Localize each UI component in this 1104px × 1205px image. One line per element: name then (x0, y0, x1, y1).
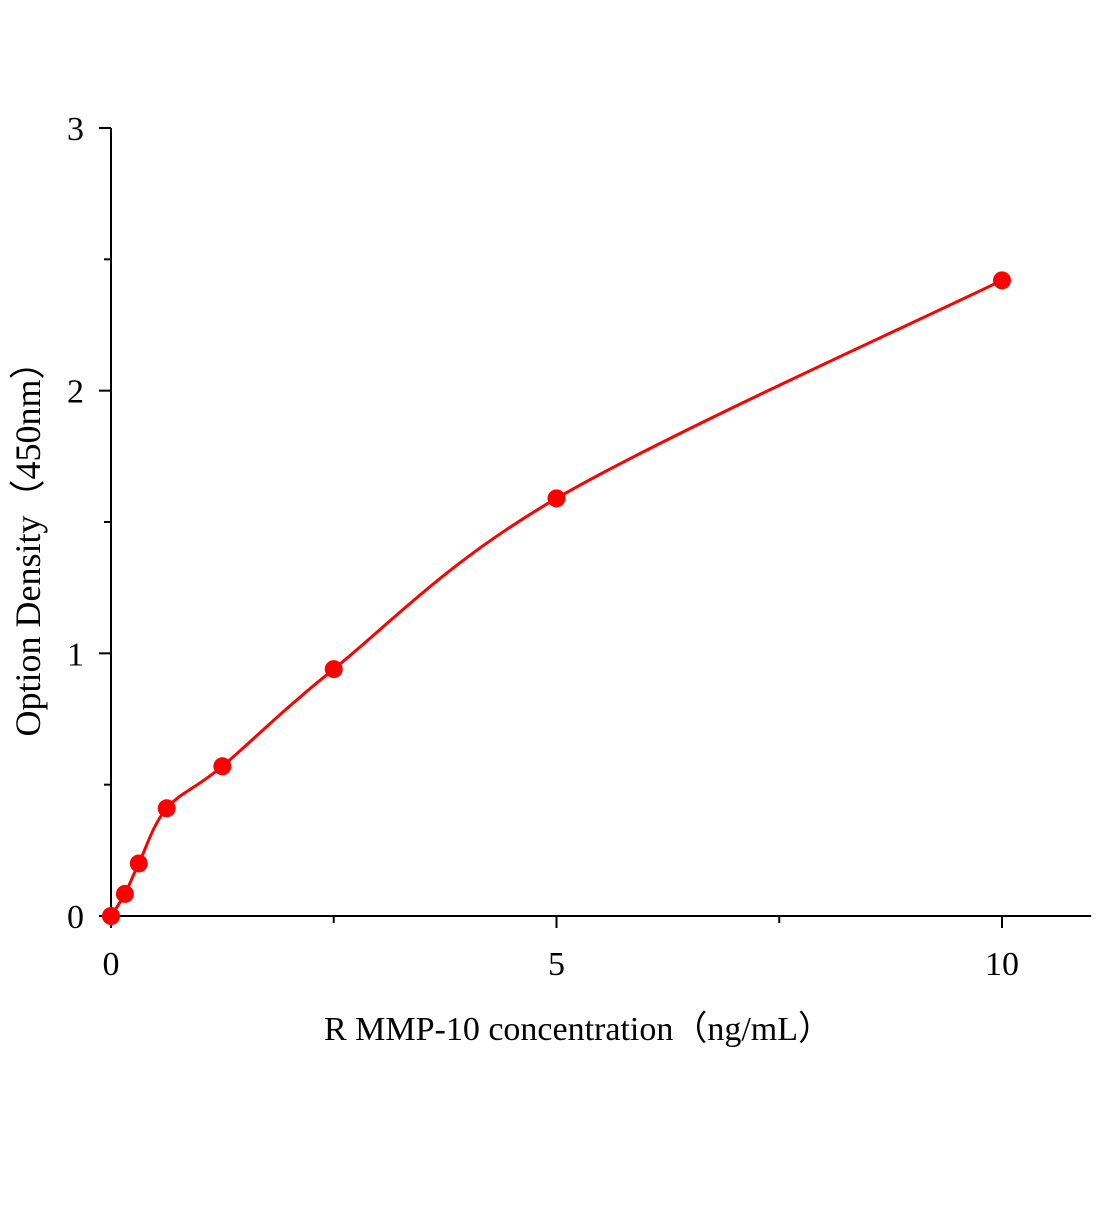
y-tick-label: 3 (67, 111, 84, 148)
y-tick-label: 1 (67, 636, 84, 673)
fit-curve (109, 278, 1003, 917)
data-point (115, 884, 134, 903)
x-tick-label: 10 (985, 946, 1019, 983)
data-point (993, 271, 1011, 290)
y-tick-label: 2 (67, 374, 84, 411)
data-point (324, 660, 343, 679)
data-point (129, 854, 148, 873)
x-axis-label: R MMP-10 concentration（ng/mL） (324, 1010, 832, 1048)
data-point (213, 757, 232, 776)
y-tick-label: 0 (67, 899, 84, 936)
data-point (102, 907, 120, 925)
x-tick-label: 5 (548, 946, 565, 983)
x-tick-label: 0 (103, 946, 120, 983)
data-point (547, 489, 566, 508)
data-point (157, 799, 176, 818)
y-axis-label: Option Density（450nm） (8, 344, 48, 737)
